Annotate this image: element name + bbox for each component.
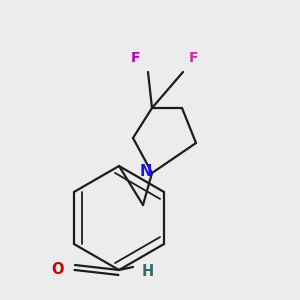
Text: F: F [131,51,141,65]
Text: F: F [188,51,198,65]
Text: N: N [140,164,152,178]
Text: O: O [52,262,64,278]
Text: H: H [142,265,154,280]
